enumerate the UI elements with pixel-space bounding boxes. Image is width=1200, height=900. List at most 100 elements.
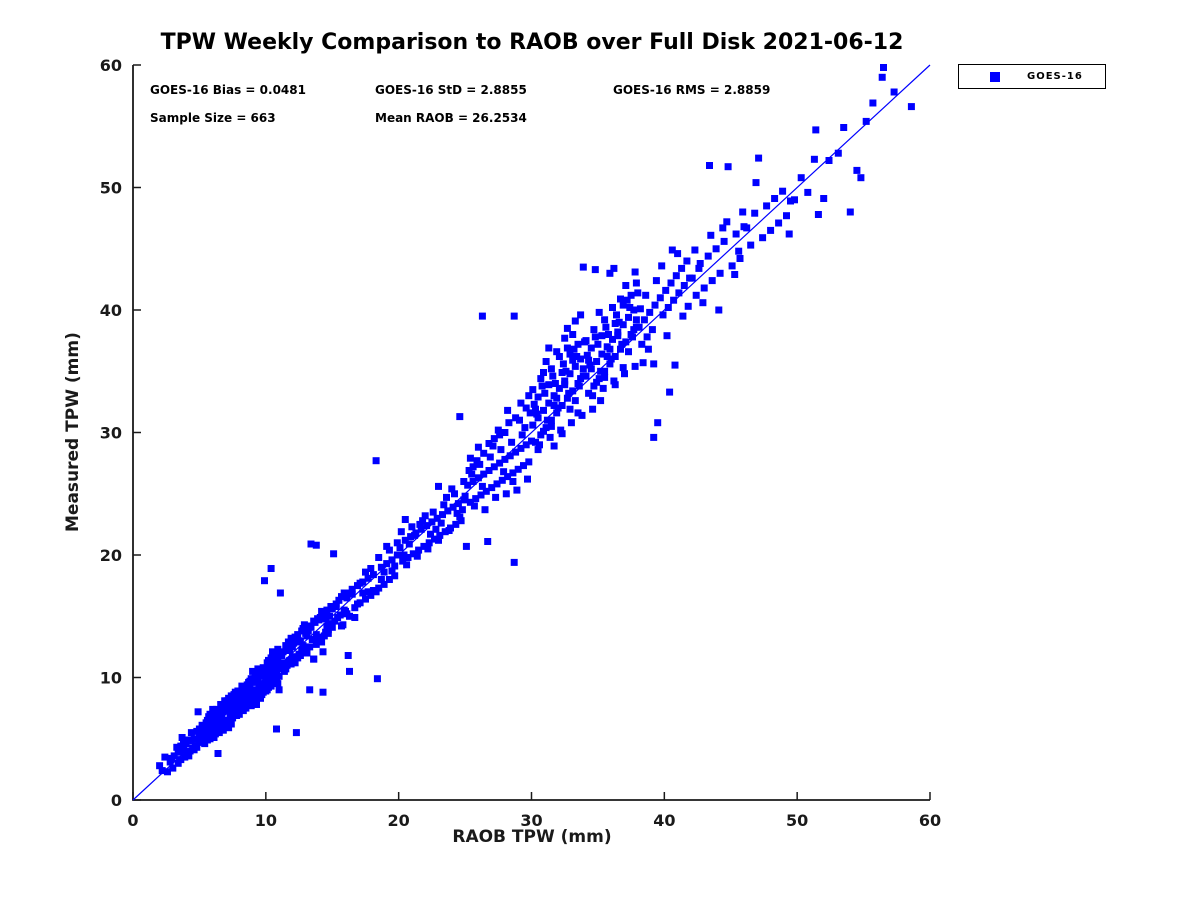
data-point — [664, 304, 672, 311]
data-point — [559, 360, 567, 368]
data-point — [540, 369, 547, 376]
data-point — [569, 356, 577, 364]
data-point — [820, 195, 828, 202]
data-point — [586, 361, 594, 369]
data-point — [310, 617, 318, 625]
y-tick-label: 40 — [100, 301, 122, 320]
data-point — [400, 551, 408, 559]
data-point — [672, 272, 680, 280]
data-point — [328, 605, 336, 613]
data-point — [397, 528, 405, 536]
data-point — [201, 724, 209, 732]
data-point — [880, 64, 887, 71]
data-point — [287, 634, 295, 642]
data-point — [195, 732, 203, 740]
data-point — [679, 312, 687, 320]
data-point — [391, 562, 399, 570]
data-point — [759, 234, 767, 242]
data-point — [619, 321, 627, 329]
data-point — [630, 306, 638, 314]
data-point — [362, 595, 369, 603]
data-point — [601, 373, 609, 381]
data-point — [227, 720, 235, 728]
data-point — [752, 179, 760, 187]
tick-labels: 0 10 20 30 40 50 60 0 10 20 30 40 50 60 — [100, 56, 941, 830]
data-point — [512, 414, 520, 422]
data-point — [354, 600, 361, 608]
data-point — [453, 509, 461, 517]
y-axis-label: Measured TPW (mm) — [63, 332, 83, 533]
data-point — [534, 393, 542, 401]
data-point — [229, 707, 237, 715]
data-point — [732, 230, 740, 238]
data-point — [747, 241, 755, 249]
data-point — [452, 520, 460, 528]
data-point — [312, 640, 320, 648]
data-point — [907, 103, 915, 111]
data-point — [177, 742, 185, 750]
data-point — [207, 725, 215, 733]
data-point — [417, 525, 425, 533]
data-point — [214, 750, 222, 757]
data-point — [364, 588, 372, 596]
data-point — [488, 484, 496, 492]
data-point — [391, 572, 399, 580]
data-point — [210, 734, 218, 741]
data-point — [205, 720, 213, 728]
data-point — [251, 689, 259, 697]
data-point — [639, 359, 647, 367]
data-point — [724, 163, 732, 171]
data-point — [372, 588, 380, 596]
data-point — [292, 729, 300, 737]
data-point — [310, 655, 318, 663]
data-point — [340, 606, 348, 614]
data-point — [605, 331, 612, 338]
data-point — [441, 528, 449, 536]
data-point — [385, 576, 393, 583]
data-point — [380, 568, 388, 576]
data-point — [174, 759, 182, 767]
data-point — [287, 660, 295, 668]
data-point — [684, 302, 692, 310]
data-point — [683, 257, 691, 265]
data-point — [652, 277, 660, 285]
data-point — [462, 542, 470, 550]
data-point — [214, 720, 222, 728]
data-point — [257, 694, 264, 702]
data-point — [388, 567, 396, 575]
data-point — [408, 523, 416, 531]
data-point — [433, 514, 441, 522]
data-point — [510, 558, 518, 566]
data-point — [589, 405, 597, 413]
data-point — [478, 312, 486, 320]
data-point — [862, 117, 870, 125]
legend-square-marker-icon — [990, 71, 1000, 82]
data-point — [509, 478, 517, 485]
data-point — [436, 531, 444, 539]
stat-std: GOES-16 StD = 2.8855 — [375, 83, 527, 97]
data-point — [551, 380, 559, 387]
data-point — [567, 419, 575, 427]
data-point — [178, 734, 186, 741]
data-point — [375, 584, 383, 592]
data-point — [286, 656, 294, 664]
data-point — [303, 632, 311, 640]
data-point — [771, 195, 779, 202]
x-tick-label: 0 — [127, 811, 138, 830]
data-point — [614, 332, 622, 340]
data-point — [477, 491, 485, 499]
data-point — [715, 306, 723, 314]
data-point — [547, 365, 555, 373]
data-point — [166, 758, 174, 766]
data-point — [343, 610, 351, 618]
data-point — [338, 622, 345, 630]
data-point — [779, 187, 787, 195]
data-point — [650, 433, 658, 441]
data-point — [351, 604, 359, 612]
data-point — [504, 473, 512, 481]
data-point — [504, 406, 512, 414]
data-point — [671, 361, 679, 369]
x-tick-label: 60 — [919, 811, 941, 830]
data-point — [460, 478, 468, 485]
